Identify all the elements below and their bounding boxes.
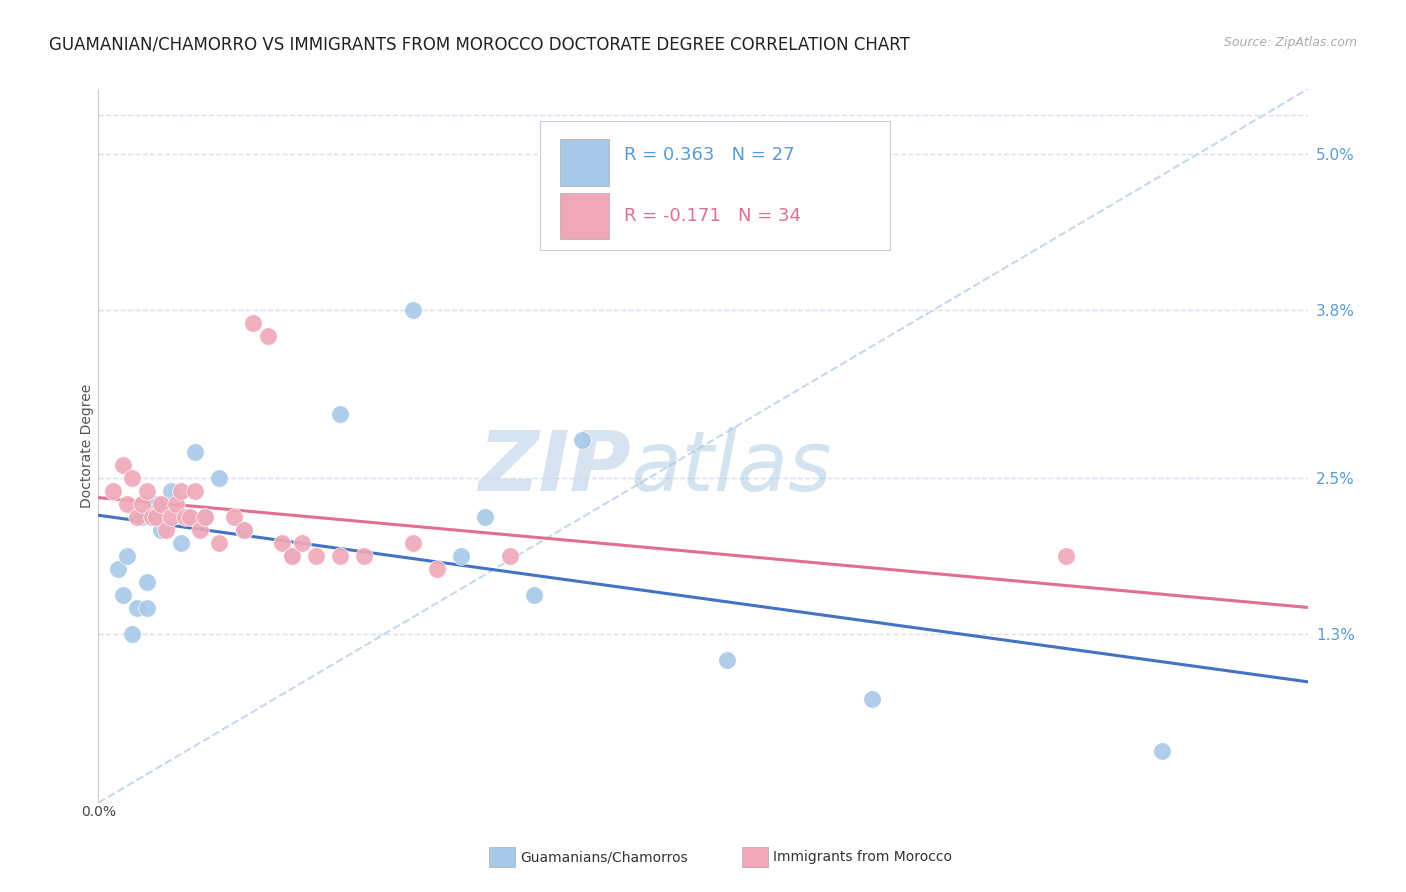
Point [1054, 549, 1077, 564]
Point [474, 510, 496, 524]
Point [150, 524, 173, 538]
Text: Guamanians/Chamorros: Guamanians/Chamorros [520, 850, 688, 864]
FancyBboxPatch shape [561, 139, 609, 186]
Point [160, 484, 183, 499]
Point [127, 510, 149, 524]
Point [242, 316, 264, 330]
Point [174, 510, 197, 524]
FancyBboxPatch shape [540, 121, 890, 250]
Text: R = -0.171   N = 34: R = -0.171 N = 34 [624, 207, 801, 225]
Text: 0.0%: 0.0% [82, 805, 115, 819]
Point [353, 549, 375, 564]
Point [169, 484, 191, 499]
Point [860, 692, 883, 706]
Point [150, 497, 173, 511]
Point [179, 510, 201, 524]
Point [107, 562, 129, 576]
Point [127, 601, 149, 615]
Point [121, 471, 143, 485]
Point [141, 510, 163, 524]
Point [160, 510, 183, 524]
Point [165, 497, 187, 511]
Point [194, 510, 217, 524]
Point [194, 510, 217, 524]
Point [145, 510, 167, 524]
Point [232, 524, 254, 538]
Point [232, 524, 254, 538]
Y-axis label: Doctorate Degree: Doctorate Degree [80, 384, 94, 508]
Point [523, 588, 546, 602]
Point [184, 484, 207, 499]
Point [117, 497, 139, 511]
Point [281, 549, 304, 564]
Point [271, 536, 294, 550]
FancyBboxPatch shape [561, 193, 609, 239]
Point [131, 510, 153, 524]
Point [450, 549, 472, 564]
Point [716, 653, 738, 667]
Point [208, 536, 231, 550]
Point [121, 627, 143, 641]
Text: ZIP: ZIP [478, 427, 630, 508]
Point [281, 549, 304, 564]
Text: GUAMANIAN/CHAMORRO VS IMMIGRANTS FROM MOROCCO DOCTORATE DEGREE CORRELATION CHART: GUAMANIAN/CHAMORRO VS IMMIGRANTS FROM MO… [49, 36, 910, 54]
Point [498, 549, 520, 564]
Point [135, 575, 157, 590]
Text: Source: ZipAtlas.com: Source: ZipAtlas.com [1223, 36, 1357, 49]
Point [155, 524, 177, 538]
Point [135, 484, 157, 499]
Text: Immigrants from Morocco: Immigrants from Morocco [773, 850, 952, 864]
Point [111, 588, 134, 602]
Point [135, 601, 157, 615]
Point [208, 471, 231, 485]
Point [117, 549, 139, 564]
Point [305, 549, 328, 564]
Text: R = 0.363   N = 27: R = 0.363 N = 27 [624, 146, 794, 164]
Point [329, 407, 352, 421]
Point [402, 536, 425, 550]
Point [571, 433, 593, 447]
Point [184, 445, 207, 459]
Point [141, 510, 163, 524]
Point [290, 536, 312, 550]
Point [145, 497, 167, 511]
Point [188, 524, 211, 538]
Point [256, 328, 278, 343]
Point [111, 458, 134, 473]
Point [131, 497, 153, 511]
Point [222, 510, 245, 524]
Text: atlas: atlas [630, 427, 832, 508]
Point [402, 302, 425, 317]
Point [169, 536, 191, 550]
Point [426, 562, 449, 576]
Point [1152, 744, 1174, 758]
Point [101, 484, 124, 499]
Point [329, 549, 352, 564]
